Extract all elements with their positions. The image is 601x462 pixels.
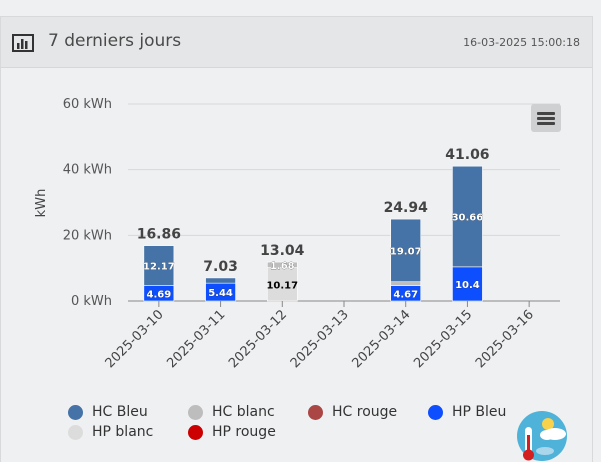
total-label: 13.04	[260, 243, 305, 259]
x-tick-label: 2025-03-13	[288, 307, 352, 371]
bar-segment-hc_blanc[interactable]	[266, 261, 298, 268]
x-tick-label: 2025-03-10	[103, 307, 167, 371]
hamburger-menu-icon-bar	[537, 117, 555, 120]
bar-segment-hc_bleu[interactable]	[452, 165, 483, 268]
bar-chart-icon	[12, 34, 34, 52]
legend-label: HC Bleu	[92, 404, 148, 420]
legend-item-hc_bleu[interactable]: HC Bleu	[68, 404, 148, 420]
y-tick-label: 20 kWh	[63, 228, 112, 243]
legend-item-hp_blanc[interactable]: HP blanc	[68, 424, 153, 440]
y-tick-label: 0 kWh	[71, 294, 112, 309]
bar-segment-hc_bleu[interactable]	[390, 218, 422, 283]
x-tick-label: 2025-03-12	[226, 307, 290, 371]
legend-label: HP blanc	[92, 424, 154, 440]
total-label: 41.06	[445, 147, 489, 163]
legend-item-hc_blanc[interactable]: HC blanc	[188, 404, 275, 420]
y-axis-title: kWh	[34, 189, 49, 218]
chart-menu-button[interactable]	[531, 104, 561, 132]
total-label: 16.86	[137, 227, 181, 243]
data-label: 4.67	[393, 289, 418, 300]
energy-panel: 7 derniers jours 16-03-2025 15:00:18	[0, 16, 593, 462]
legend-label: HP Bleu	[452, 404, 507, 420]
energy-chart: 0 kWh 20 kWh 40 kWh 60 kWh kWh 4.69 12.17 16.86…	[34, 97, 560, 371]
legend-marker	[308, 404, 323, 420]
weather-thermometer-icon[interactable]	[515, 411, 569, 462]
legend-label: HC rouge	[332, 404, 398, 420]
legend-marker	[188, 424, 203, 440]
page-title: 7 derniers jours	[48, 31, 182, 51]
legend-item-hp_bleu[interactable]: HP Bleu	[428, 404, 506, 420]
x-tick-label: 2025-03-11	[164, 307, 228, 371]
bar-segment-hc_bleu[interactable]	[205, 277, 236, 284]
legend-marker	[68, 424, 83, 440]
bar-segment-hc_bleu[interactable]	[143, 245, 175, 286]
legend-label: HC blanc	[212, 404, 275, 420]
legend-item-hp_rouge[interactable]: HP rouge	[188, 424, 276, 440]
hamburger-menu-icon	[537, 112, 555, 115]
legend-item-hc_rouge[interactable]: HC rouge	[308, 404, 397, 420]
bar-segment-hc_blanc[interactable]	[390, 281, 422, 286]
data-label: 5.44	[208, 288, 233, 299]
legend-label: HP rouge	[212, 424, 276, 440]
hamburger-menu-icon-bar	[537, 122, 555, 125]
y-tick-label: 60 kWh	[63, 97, 112, 112]
x-tick-label: 2025-03-16	[473, 307, 537, 371]
bar-segment-hp_bleu[interactable]	[452, 266, 483, 302]
legend-marker	[188, 404, 203, 420]
data-label: 12.17	[143, 262, 175, 273]
x-tick-label: 2025-03-15	[411, 307, 475, 371]
data-label: 4.69	[147, 289, 172, 300]
y-tick-label: 40 kWh	[63, 163, 112, 178]
total-label: 24.94	[384, 200, 429, 216]
legend-marker	[68, 404, 83, 420]
x-tick-label: 2025-03-14	[350, 307, 414, 371]
panel-header: 7 derniers jours 16-03-2025 15:00:18	[1, 17, 592, 68]
data-label: 10.4	[455, 280, 480, 291]
legend-marker	[428, 404, 443, 420]
data-label: 1.68	[270, 261, 295, 272]
data-label: 19.07	[390, 246, 422, 257]
data-label: 30.66	[452, 213, 484, 224]
last-update-timestamp: 16-03-2025 15:00:18	[463, 36, 580, 49]
data-label: 10.17	[266, 280, 298, 291]
total-label: 7.03	[203, 259, 238, 275]
